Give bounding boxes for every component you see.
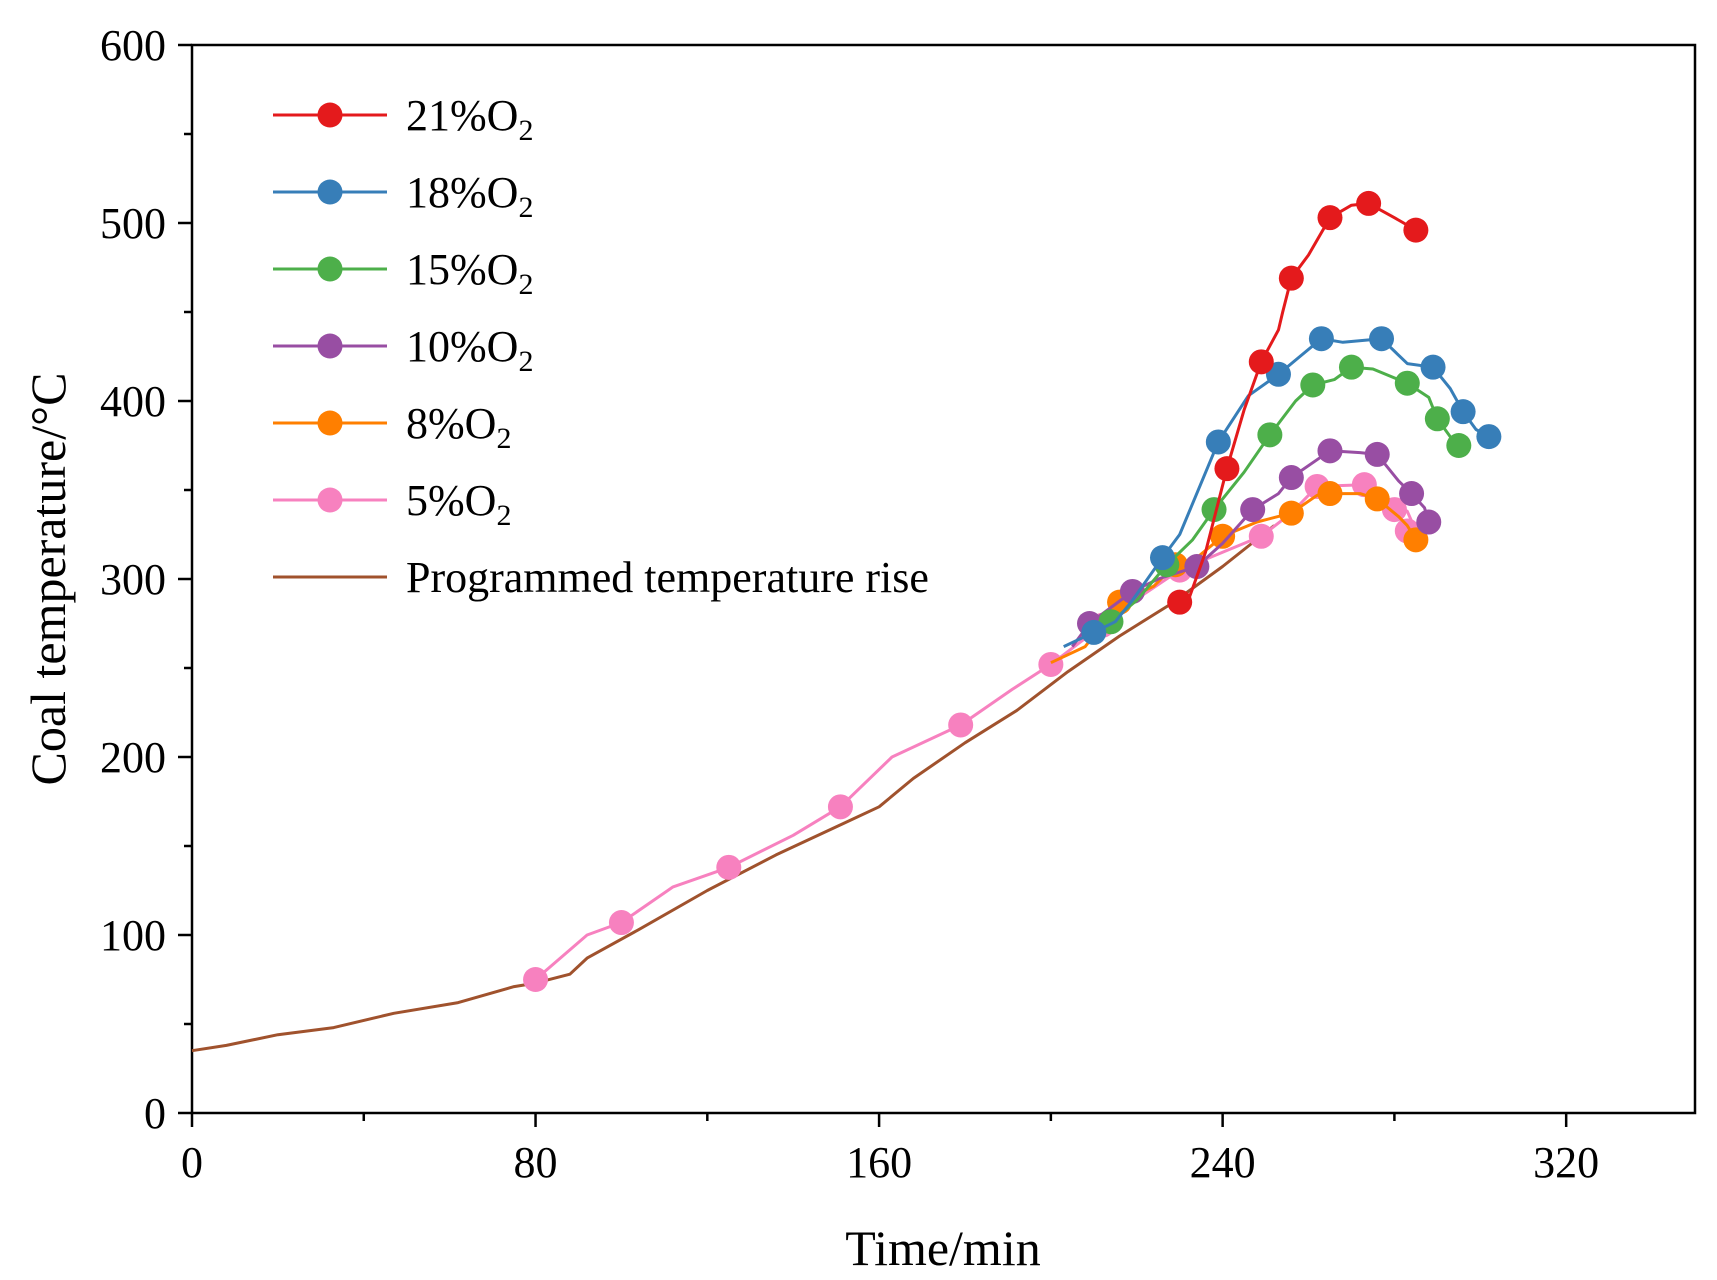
y-tick-label: 600 — [100, 21, 166, 70]
data-point — [948, 712, 974, 738]
legend-label-subscript: 2 — [496, 422, 511, 455]
legend-label: Programmed temperature rise — [406, 553, 929, 602]
legend-label-subscript: 2 — [496, 499, 511, 532]
data-point — [1420, 354, 1446, 380]
data-point — [1338, 354, 1364, 380]
legend-swatch-marker — [317, 333, 343, 359]
data-point — [1265, 361, 1291, 387]
legend-item: 21%O2 — [273, 91, 533, 147]
data-point — [1278, 500, 1304, 526]
data-point — [1317, 438, 1343, 464]
data-point — [1403, 217, 1429, 243]
legend-item: 5%O2 — [273, 476, 511, 532]
data-point — [1257, 422, 1283, 448]
legend-label-main: Programmed temperature rise — [406, 553, 929, 602]
legend-label: 15%O2 — [406, 245, 533, 301]
legend-label-subscript: 2 — [518, 114, 533, 147]
data-point — [1476, 424, 1502, 450]
y-tick-label: 100 — [100, 911, 166, 960]
legend-label-subscript: 2 — [518, 191, 533, 224]
data-point — [1205, 429, 1231, 455]
x-tick-label: 160 — [846, 1138, 912, 1187]
legend-swatch-marker — [317, 256, 343, 282]
data-point — [1201, 497, 1227, 523]
x-tick-label: 320 — [1533, 1138, 1599, 1187]
data-point — [1248, 349, 1274, 375]
data-point — [1364, 486, 1390, 512]
y-tick-label: 500 — [100, 199, 166, 248]
axis-ticks — [178, 43, 1568, 1127]
data-point — [1214, 456, 1240, 482]
data-point — [523, 967, 549, 992]
data-point — [1317, 205, 1343, 231]
x-tick-label: 0 — [181, 1138, 203, 1187]
legend-swatch-marker — [317, 102, 343, 128]
data-point — [1394, 370, 1420, 396]
series-2 — [1063, 326, 1502, 648]
x-tick-label: 80 — [514, 1138, 558, 1187]
legend-item: 10%O2 — [273, 322, 533, 378]
data-point — [1300, 372, 1326, 398]
series-1 — [1167, 190, 1429, 615]
data-point — [1364, 441, 1390, 467]
legend-swatch-marker — [317, 487, 343, 513]
legend-item: Programmed temperature rise — [273, 553, 929, 602]
legend-item: 8%O2 — [273, 399, 511, 455]
legend-label-main: 18%O — [406, 168, 518, 217]
data-point — [1450, 399, 1476, 425]
series-line — [1063, 337, 1490, 648]
data-point — [1150, 545, 1176, 571]
data-point — [1356, 190, 1382, 216]
data-point — [1446, 433, 1472, 458]
data-point — [716, 854, 742, 880]
y-axis-title: Coal temperature/°C — [20, 373, 76, 786]
legend-label-main: 8%O — [406, 399, 496, 448]
legend-label: 5%O2 — [406, 476, 511, 532]
legend-label-main: 10%O — [406, 322, 518, 371]
legend-swatch-marker — [317, 179, 343, 205]
data-point — [1308, 326, 1334, 352]
data-point — [1210, 523, 1236, 549]
legend-label-subscript: 2 — [518, 345, 533, 378]
axis-tick-labels: 0 80 160 240 320 0 100 200 300 400 500 600 — [100, 21, 1599, 1187]
data-point — [1038, 651, 1064, 677]
series-layer — [191, 190, 1502, 1053]
data-point — [1240, 497, 1266, 523]
data-point — [827, 794, 853, 820]
data-point — [1167, 589, 1193, 615]
legend-label-main: 21%O — [406, 91, 518, 140]
y-tick-label: 300 — [100, 555, 166, 604]
legend-label-main: 15%O — [406, 245, 518, 294]
data-point — [1416, 509, 1442, 535]
series-line — [191, 524, 1276, 1053]
legend-item: 15%O2 — [273, 245, 533, 301]
data-point — [1278, 265, 1304, 291]
data-point — [1317, 481, 1343, 507]
y-tick-label: 200 — [100, 733, 166, 782]
data-point — [1399, 481, 1425, 507]
legend-item: 18%O2 — [273, 168, 533, 224]
legend-swatch-marker — [317, 410, 343, 436]
x-tick-label: 240 — [1190, 1138, 1256, 1187]
y-tick-label: 400 — [100, 377, 166, 426]
series-6 — [523, 472, 1421, 992]
data-point — [1369, 326, 1395, 352]
x-axis-title: Time/min — [845, 1220, 1040, 1276]
legend-label-main: 5%O — [406, 476, 496, 525]
data-point — [1278, 465, 1304, 491]
series-7 — [191, 524, 1276, 1053]
legend-label: 10%O2 — [406, 322, 533, 378]
data-point — [1403, 527, 1429, 553]
data-point — [608, 910, 634, 936]
legend-label: 8%O2 — [406, 399, 511, 455]
data-point — [1248, 523, 1274, 549]
data-point — [1081, 619, 1107, 645]
legend-label-subscript: 2 — [518, 268, 533, 301]
y-tick-label: 0 — [144, 1089, 166, 1138]
legend-label: 18%O2 — [406, 168, 533, 224]
data-point — [1424, 406, 1450, 432]
legend-label: 21%O2 — [406, 91, 533, 147]
